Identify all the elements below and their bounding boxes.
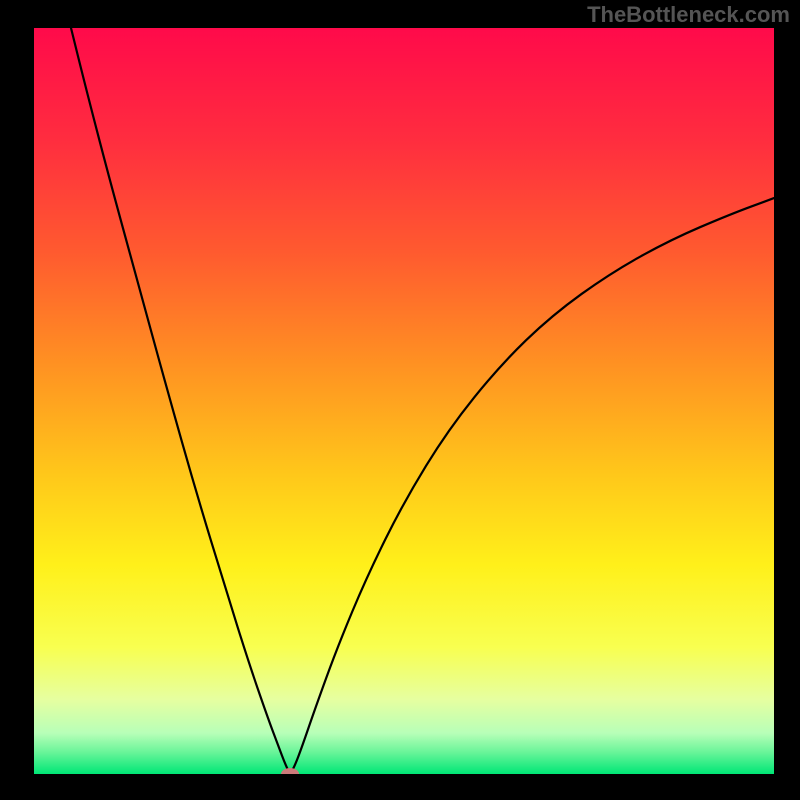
watermark-text: TheBottleneck.com [587,2,790,28]
chart-background [34,28,774,774]
chart-frame: TheBottleneck.com [0,0,800,800]
bottleneck-chart [34,28,774,774]
